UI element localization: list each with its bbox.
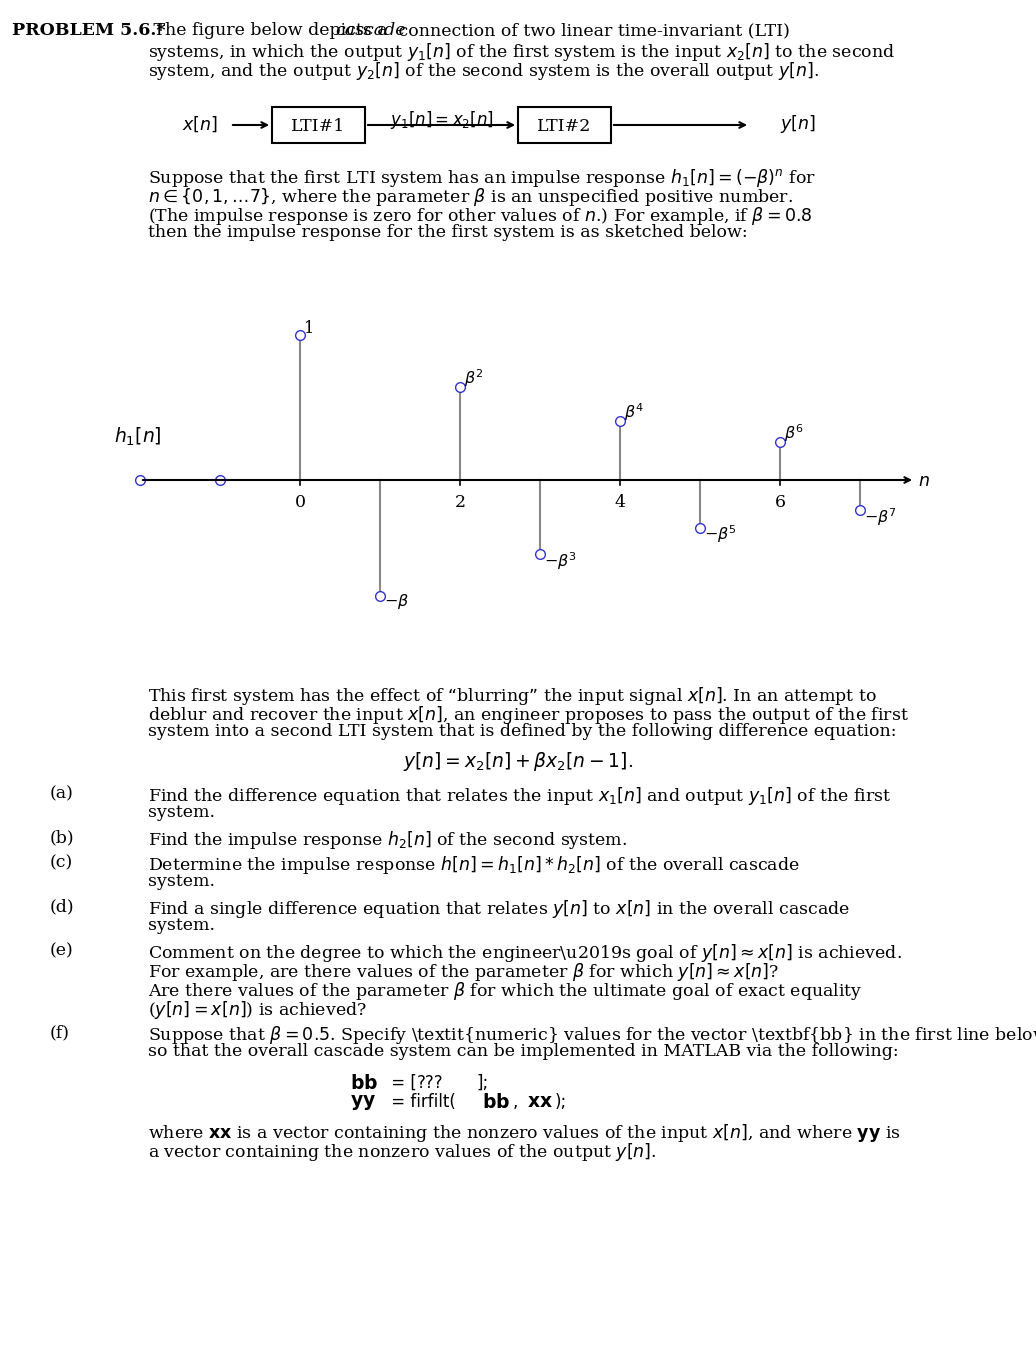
Text: = firfilt(: = firfilt(	[386, 1093, 456, 1111]
Text: (e): (e)	[50, 943, 74, 959]
Text: system.: system.	[148, 873, 215, 891]
Text: $-\beta^7$: $-\beta^7$	[864, 507, 897, 527]
Text: Determine the impulse response $h[n] = h_1[n] * h_2[n]$ of the overall cascade: Determine the impulse response $h[n] = h…	[148, 854, 800, 875]
Text: LTI#2: LTI#2	[538, 118, 592, 134]
Text: 2: 2	[455, 495, 465, 511]
Text: where $\mathbf{xx}$ is a vector containing the nonzero values of the input $x[n]: where $\mathbf{xx}$ is a vector containi…	[148, 1122, 900, 1144]
Text: = [: = [	[386, 1074, 416, 1092]
Text: (b): (b)	[50, 829, 75, 847]
Text: 0: 0	[294, 495, 306, 511]
Text: system.: system.	[148, 917, 215, 934]
Text: Find the impulse response $h_2[n]$ of the second system.: Find the impulse response $h_2[n]$ of th…	[148, 829, 627, 851]
Text: (The impulse response is zero for other values of $n$.) For example, if $\beta =: (The impulse response is zero for other …	[148, 206, 812, 227]
Text: For example, are there values of the parameter $\beta$ for which $y[n] \approx x: For example, are there values of the par…	[148, 960, 779, 984]
Text: $\mathbf{xx}$: $\mathbf{xx}$	[527, 1093, 553, 1111]
Text: system into a second LTI system that is defined by the following difference equa: system into a second LTI system that is …	[148, 723, 896, 740]
Text: (c): (c)	[50, 854, 74, 871]
Text: so that the overall cascade system can be implemented in MATLAB via the followin: so that the overall cascade system can b…	[148, 1043, 898, 1060]
Text: $h_1[n]$: $h_1[n]$	[114, 425, 162, 448]
Text: cascade: cascade	[335, 22, 405, 38]
Text: connection of two linear time-invariant (LTI): connection of two linear time-invariant …	[393, 22, 789, 38]
Text: ,: ,	[513, 1093, 523, 1111]
Text: This first system has the effect of “blurring” the input signal $x[n]$. In an at: This first system has the effect of “blu…	[148, 685, 876, 707]
Text: system, and the output $y_2[n]$ of the second system is the overall output $y[n]: system, and the output $y_2[n]$ of the s…	[148, 60, 819, 82]
Text: 6: 6	[775, 495, 785, 511]
Text: $\beta^4$: $\beta^4$	[624, 401, 643, 422]
Text: ];: ];	[476, 1074, 488, 1092]
Text: Find a single difference equation that relates $y[n]$ to $x[n]$ in the overall c: Find a single difference equation that r…	[148, 897, 850, 921]
Text: );: );	[555, 1093, 568, 1111]
Text: $n \in \{0, 1, \ldots 7\}$, where the parameter $\beta$ is an unspecified positi: $n \in \{0, 1, \ldots 7\}$, where the pa…	[148, 186, 794, 208]
Text: $-\beta$: $-\beta$	[384, 592, 409, 611]
Text: (d): (d)	[50, 897, 75, 915]
Text: Suppose that the first LTI system has an impulse response $h_1[n] = (-\beta)^n$ : Suppose that the first LTI system has an…	[148, 167, 815, 189]
Text: ???: ???	[416, 1074, 443, 1092]
Text: $x[n]$: $x[n]$	[182, 114, 218, 134]
Text: ($y[n] = x[n]$) is achieved?: ($y[n] = x[n]$) is achieved?	[148, 999, 367, 1021]
Text: $y[n]$: $y[n]$	[780, 112, 816, 136]
Text: The figure below depicts a: The figure below depicts a	[148, 22, 393, 38]
Text: system.: system.	[148, 804, 215, 821]
Text: $\beta^2$: $\beta^2$	[464, 367, 484, 389]
Text: $\mathbf{bb}$: $\mathbf{bb}$	[350, 1074, 378, 1093]
Text: deblur and recover the input $x[n]$, an engineer proposes to pass the output of : deblur and recover the input $x[n]$, an …	[148, 704, 909, 726]
Text: 4: 4	[614, 495, 626, 511]
Text: $y[n] = x_2[n] + \beta x_2[n-1]$.: $y[n] = x_2[n] + \beta x_2[n-1]$.	[403, 749, 633, 773]
Text: (f): (f)	[50, 1023, 70, 1041]
Text: (a): (a)	[50, 785, 74, 801]
Text: systems, in which the output $y_1[n]$ of the first system is the input $x_2[n]$ : systems, in which the output $y_1[n]$ of…	[148, 41, 895, 63]
Text: a vector containing the nonzero values of the output $y[n]$.: a vector containing the nonzero values o…	[148, 1141, 657, 1163]
Text: LTI#1: LTI#1	[291, 118, 346, 134]
Text: $y_1[n] = x_2[n]$: $y_1[n] = x_2[n]$	[390, 110, 493, 132]
Text: $-\beta^3$: $-\beta^3$	[544, 551, 577, 571]
Text: 1: 1	[304, 321, 314, 337]
Text: Comment on the degree to which the engineer\u2019s goal of $y[n] \approx x[n]$ i: Comment on the degree to which the engin…	[148, 943, 902, 964]
Text: PROBLEM 5.6.*: PROBLEM 5.6.*	[12, 22, 166, 38]
Text: then the impulse response for the first system is as sketched below:: then the impulse response for the first …	[148, 225, 748, 241]
Text: $\mathbf{bb}$: $\mathbf{bb}$	[482, 1093, 510, 1112]
Text: Are there values of the parameter $\beta$ for which the ultimate goal of exact e: Are there values of the parameter $\beta…	[148, 980, 863, 1001]
Text: Find the difference equation that relates the input $x_1[n]$ and output $y_1[n]$: Find the difference equation that relate…	[148, 785, 891, 807]
Bar	[518, 107, 611, 142]
Text: $\beta^6$: $\beta^6$	[784, 422, 804, 444]
Text: Suppose that $\beta = 0.5$. Specify \textit{numeric} values for the vector \text: Suppose that $\beta = 0.5$. Specify \tex…	[148, 1023, 1036, 1047]
Text: $-\beta^5$: $-\beta^5$	[704, 523, 737, 545]
Bar	[272, 107, 365, 142]
Text: $\mathbf{yy}$: $\mathbf{yy}$	[350, 1093, 376, 1112]
Text: $n$: $n$	[918, 473, 930, 489]
